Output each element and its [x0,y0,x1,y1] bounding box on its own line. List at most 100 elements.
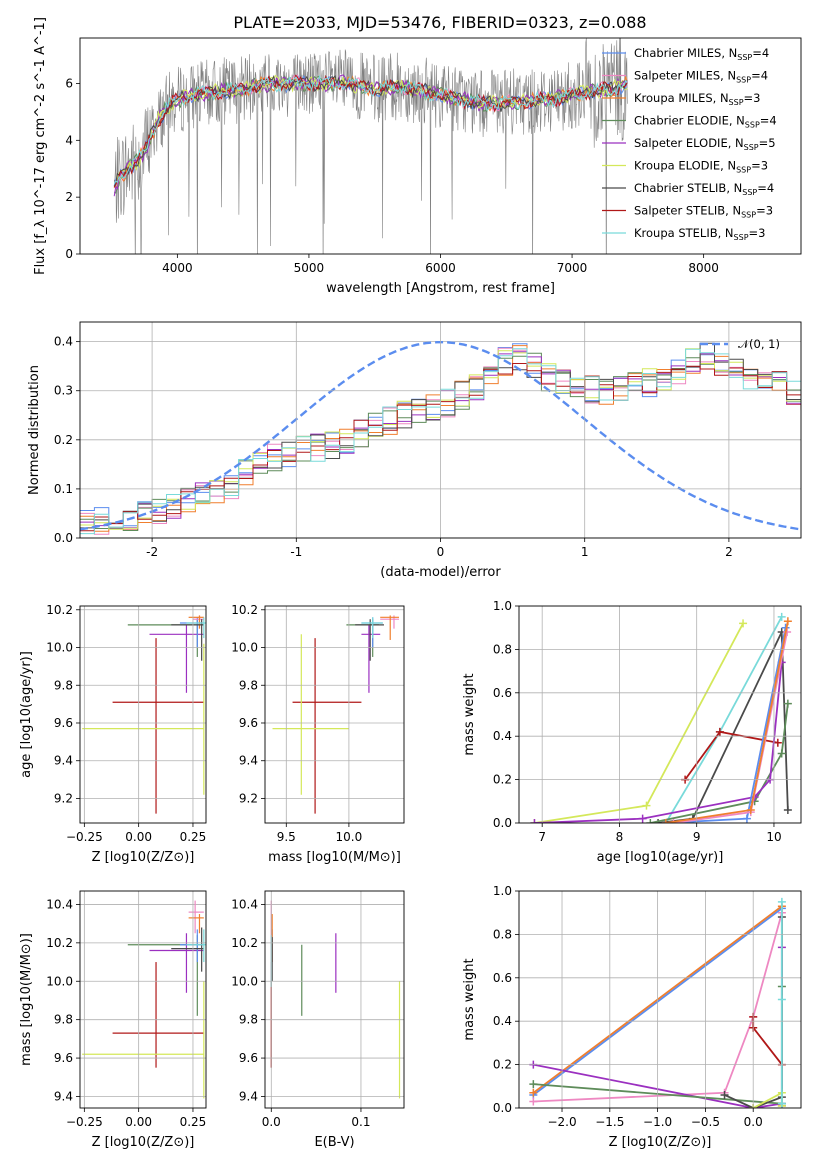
x-axis-label: (data-model)/error [380,565,501,580]
legend-label: Chabrier ELODIE, NSSP=4 [634,114,777,130]
y-tick-label: 10.2 [46,603,73,617]
data-point [646,819,655,823]
y-tick-label: 2 [65,190,73,204]
series-line [665,616,783,823]
spectrum-panel: 4000 5000 6000 7000 8000 0 2 4 6 wavelength [Angs… [33,17,802,296]
errorbar-point [188,900,204,934]
x-tick-label: 9 [693,830,701,844]
data-point [661,819,670,823]
data-point [739,619,748,628]
age-vs-mass-plot-area [265,606,404,823]
y-tick-label: 10.2 [231,603,258,617]
data-point [642,801,651,810]
y-tick-label: 0.4 [493,1014,512,1028]
data-point [777,612,786,621]
x-tick-label: −2.0 [547,1115,576,1129]
errorbar-point [380,615,399,640]
legend-label: Chabrier STELIB, NSSP=4 [634,181,774,197]
y-tick-label: 0.6 [493,971,512,985]
mass-weight-vs-age-plot-area [519,606,801,823]
x-tick-label: −0.25 [66,830,103,844]
errorbar-point [292,638,362,814]
y-axis-label: mass weight [462,673,477,755]
errorbar-point [82,981,205,1099]
y-tick-label: 9.8 [239,678,258,692]
data-point [777,749,786,758]
x-tick-label: 1 [581,545,589,559]
errorbar-point [171,927,204,972]
y-tick-label: 6 [65,76,73,90]
x-axis-label: age [log10(age/yr)] [597,850,724,865]
series-line [533,912,783,1103]
residual-histogram [80,348,801,530]
axes-frame [264,605,405,824]
x-tick-label: 0 [437,545,445,559]
y-tick-label: 9.4 [54,754,73,768]
x-tick-label: 0.00 [125,830,152,844]
errorbar-point [149,624,204,693]
mass-vs-Z-plot-area [80,891,206,1108]
y-tick-label: 9.4 [54,1089,73,1103]
errorbar-point [179,617,204,648]
x-tick-label: 10.0 [336,830,363,844]
residual-histogram [80,343,801,528]
y-tick-label: 9.4 [239,1089,258,1103]
residual-histogram [80,352,801,531]
chart-panels: 4000 5000 6000 7000 8000 0 2 4 6 wavelength [Angs… [19,17,802,1150]
age-vs-Z-plot-area [80,606,206,823]
y-tick-label: 10.0 [46,974,73,988]
y-tick-label: 0 [65,247,73,261]
residual-histogram [80,347,801,535]
y-tick-label: 0.6 [493,686,512,700]
y-tick-label: 9.6 [54,716,73,730]
y-tick-label: 0.0 [54,531,73,545]
data-point [529,1080,538,1089]
x-tick-label: −1.0 [643,1115,672,1129]
axes-frame [518,605,802,824]
mass-weight-vs-Z-panel: −2.0 −1.5 −1.0 −0.5 0.0 0.0 0.2 0.4 0.6 0.8 1.0 Z [… [462,884,802,1150]
data-point [529,1088,538,1097]
x-tick-label: 0.1 [351,1115,370,1129]
data-point [783,617,792,626]
y-tick-label: 4 [65,133,73,147]
y-tick-label: 9.8 [54,1013,73,1027]
mass-vs-ebv-panel: 0.0 0.1 9.4 9.6 9.8 10.0 10.2 10.4 E(B-V) [231,890,405,1150]
x-axis-label: Z [log10(Z/Z⊙)] [609,1135,712,1150]
axes-frame [79,321,802,539]
age-vs-mass-panel: 9.5 10.0 9.2 9.4 9.6 9.8 10.0 10.2 mass [log10(M… [231,603,405,865]
figure-title: PLATE=2033, MJD=53476, FIBERID=0323, z=0… [233,13,646,32]
y-tick-label: 9.8 [54,678,73,692]
x-tick-label: 10 [766,830,781,844]
x-tick-label: 5000 [294,261,325,275]
residual-histogram [80,363,801,532]
errorbar-point [171,619,204,661]
series-line [534,622,744,823]
data-point [746,805,755,814]
errorbar-point [82,643,205,795]
y-tick-label: 0.0 [493,816,512,830]
x-tick-label: 0.0 [262,1115,281,1129]
x-tick-label: -1 [290,545,302,559]
x-tick-label: 6000 [425,261,456,275]
x-axis-label: Z [log10(Z/Z⊙)] [92,1135,195,1150]
x-axis-label: wavelength [Angstrom, rest frame] [326,281,555,296]
series-line [752,1016,783,1066]
y-tick-label: 1.0 [493,599,512,613]
y-tick-label: 9.6 [239,1051,258,1065]
y-tick-label: 0.1 [54,482,73,496]
residuals-panel: -2 -1 0 1 2 0.0 0.1 0.2 0.3 0.4 (data-model)/error… [27,321,802,580]
residual-histogram [80,345,801,532]
data-point [530,819,539,823]
y-axis-label: mass weight [462,958,477,1040]
data-point [777,995,786,1004]
spectrum-legend: Chabrier MILES, NSSP=4 Salpeter MILES, NS… [602,46,777,242]
data-point [529,1097,538,1106]
y-tick-label: 0.3 [54,384,73,398]
y-tick-label: 10.2 [46,936,73,950]
data-point [720,1090,729,1099]
y-tick-label: 0.8 [493,927,512,941]
axes-frame [264,890,405,1109]
axes-frame [79,605,207,824]
y-tick-label: 10.4 [231,897,258,911]
errorbar-point [149,933,204,993]
